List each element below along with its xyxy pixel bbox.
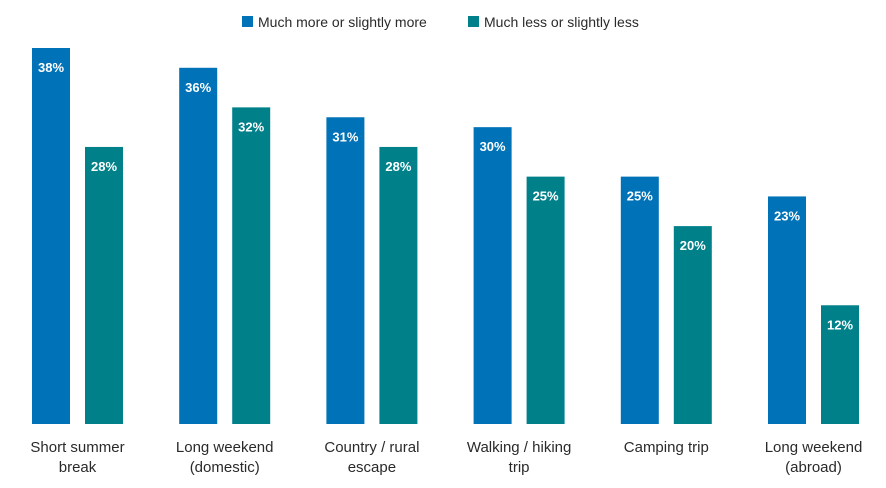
bar-value-label: 28% (385, 159, 411, 174)
category-label: Long weekend (abroad) (765, 439, 863, 476)
legend-label-series-1: Much more or slightly more (258, 14, 427, 30)
bar-value-label: 25% (627, 189, 653, 204)
bar-series-1 (179, 67, 218, 424)
legend: Much more or slightly more Much less or … (242, 14, 639, 30)
legend-swatch-series-1 (242, 16, 253, 27)
category-label: Short summer break (30, 439, 124, 476)
bar-group: 36% 32% Long weekend (domestic) (176, 67, 274, 476)
category-label: Walking / hiking trip (467, 439, 572, 476)
bar-series-2 (526, 176, 565, 424)
bar-series-1 (620, 176, 659, 424)
bar-series-2 (232, 107, 271, 425)
bar-value-label: 20% (680, 238, 706, 253)
bar-value-label: 32% (238, 119, 264, 134)
bar-series-2 (673, 226, 712, 424)
bar-value-label: 12% (827, 317, 853, 332)
bar-series-1 (32, 48, 70, 424)
bar-group: 23% 12% Long weekend (abroad) (765, 196, 863, 476)
bar-series-2 (85, 146, 123, 424)
bar-group: 25% 20% Camping trip (620, 176, 712, 456)
bar-group: 38% 28% Short summer break (30, 48, 125, 476)
legend-label-series-2: Much less or slightly less (484, 14, 639, 30)
category-label: Long weekend (domestic) (176, 439, 274, 476)
category-label: Camping trip (624, 439, 709, 456)
legend-swatch-series-2 (468, 16, 479, 27)
bar-value-label: 31% (332, 129, 358, 144)
bar-value-label: 23% (774, 208, 800, 223)
bar-value-label: 25% (533, 189, 559, 204)
bar-value-label: 30% (480, 139, 506, 154)
bar-group: 30% 25% Walking / hiking trip (467, 127, 572, 476)
bar-series-1 (768, 196, 806, 424)
bar-series-1 (473, 127, 512, 424)
bar-series-1 (326, 117, 365, 425)
plot-area: 38% 28% Short summer break 36% 32% Long weeken… (30, 48, 862, 476)
bar-group: 31% 28% Country / rural escape (324, 117, 419, 476)
category-label: Country / rural escape (324, 439, 419, 476)
bar-value-label: 38% (38, 60, 64, 75)
bar-value-label: 36% (185, 80, 211, 95)
bar-series-2 (379, 146, 418, 424)
bar-series-2 (821, 305, 859, 424)
bar-value-label: 28% (91, 159, 117, 174)
